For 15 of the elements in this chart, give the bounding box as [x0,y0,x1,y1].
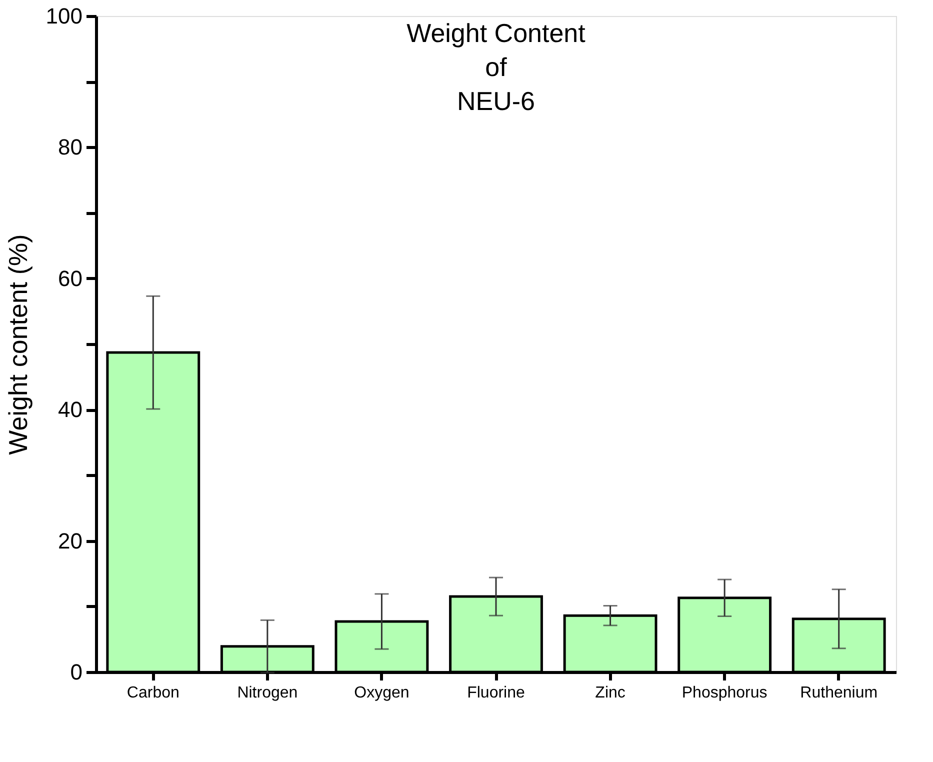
text: Weight Content of NEU-6 [406,18,586,116]
x-tick-label: Zinc [595,684,626,702]
y-tick-label: 0 [70,660,82,684]
y-tick-label: 100 [46,4,82,28]
y-axis-title: Weight content (%) [2,234,33,455]
x-tick-label: Nitrogen [237,684,298,702]
x-tick-label: Carbon [126,684,180,702]
x-tick-label: Phosphorus [682,684,768,702]
y-tick-label: 20 [58,528,82,554]
x-tick-label: Ruthenium [800,684,878,702]
y-tick-label: 40 [58,397,82,422]
y-tick-label: 80 [58,134,82,160]
y-tick-label: 60 [58,266,82,291]
x-tick-label: Fluorine [467,684,525,702]
x-tick-label: Oxygen [354,684,410,702]
